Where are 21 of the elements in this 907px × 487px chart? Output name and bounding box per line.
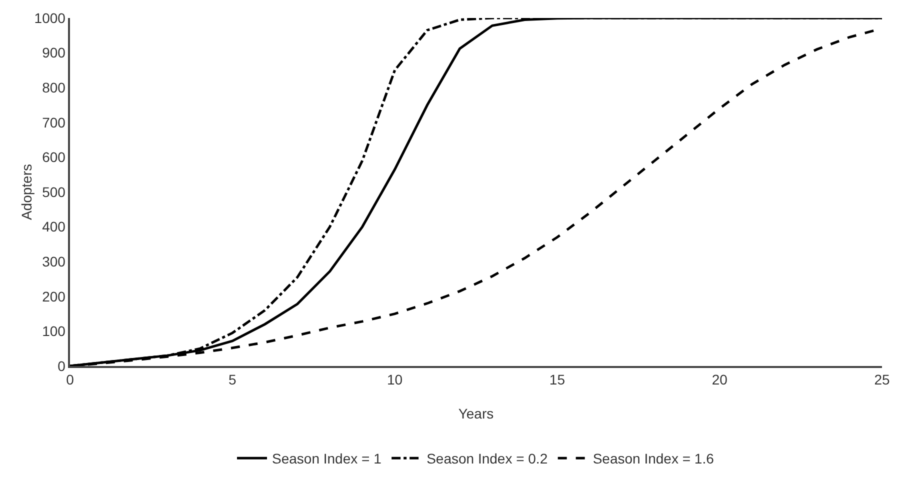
legend-label: Season Index = 1 — [272, 450, 382, 467]
y-tick-label: 400 — [42, 218, 66, 235]
y-axis-title: Adopters — [18, 164, 34, 220]
x-axis-title: Years — [458, 406, 494, 422]
x-tick-label: 5 — [228, 372, 236, 388]
legend-label: Season Index = 0.2 — [426, 450, 548, 467]
y-tick-label: 0 — [58, 358, 66, 374]
x-tick-label: 10 — [387, 372, 403, 388]
y-tick-label: 800 — [42, 80, 66, 96]
legend-label: Season Index = 1.6 — [592, 450, 714, 467]
y-tick-label: 300 — [42, 254, 66, 270]
y-tick-label: 700 — [42, 114, 66, 130]
x-tick-label: 20 — [712, 372, 728, 388]
x-tick-label: 25 — [874, 372, 890, 388]
y-tick-label: 500 — [42, 184, 66, 200]
y-tick-label: 900 — [42, 44, 66, 61]
y-tick-label: 600 — [42, 149, 66, 166]
y-tick-label: 200 — [42, 288, 66, 304]
y-tick-label: 1000 — [34, 10, 66, 26]
x-tick-label: 15 — [549, 372, 566, 388]
y-tick-label: 100 — [42, 323, 66, 340]
